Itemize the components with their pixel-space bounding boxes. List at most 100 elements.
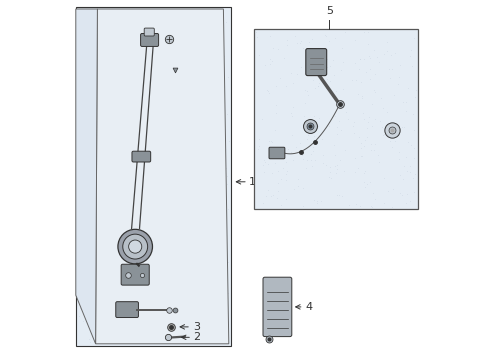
- Point: [188, 255, 196, 261]
- Point: [122, 216, 129, 222]
- Point: [176, 171, 184, 177]
- Point: [84, 323, 92, 328]
- Point: [315, 57, 322, 63]
- Point: [364, 125, 371, 131]
- Point: [83, 310, 91, 315]
- Point: [398, 125, 406, 130]
- Point: [94, 231, 101, 237]
- Point: [199, 73, 207, 78]
- Point: [169, 77, 177, 83]
- Point: [91, 329, 98, 335]
- Point: [145, 323, 153, 328]
- Point: [152, 49, 160, 55]
- Point: [262, 63, 270, 68]
- Point: [300, 113, 308, 119]
- Point: [185, 19, 193, 24]
- Point: [143, 41, 151, 47]
- Point: [398, 192, 406, 198]
- Point: [131, 84, 139, 90]
- Point: [195, 229, 202, 234]
- Point: [171, 252, 178, 258]
- Point: [91, 204, 99, 210]
- Point: [155, 273, 163, 279]
- Point: [106, 149, 114, 155]
- Point: [76, 234, 84, 239]
- Point: [170, 152, 178, 158]
- Point: [274, 46, 282, 52]
- Point: [219, 322, 227, 328]
- Point: [224, 290, 232, 296]
- Point: [84, 147, 92, 153]
- Point: [143, 245, 151, 251]
- Point: [86, 138, 94, 144]
- Point: [217, 319, 224, 324]
- Point: [355, 66, 363, 72]
- Point: [317, 198, 325, 204]
- Point: [78, 170, 86, 176]
- Point: [199, 104, 207, 110]
- Point: [184, 157, 192, 163]
- Point: [115, 318, 122, 323]
- Point: [356, 135, 364, 140]
- Point: [121, 172, 129, 178]
- Point: [395, 62, 403, 67]
- Point: [387, 52, 394, 58]
- Bar: [76, 7, 231, 346]
- Point: [124, 323, 132, 329]
- Point: [190, 9, 198, 15]
- Point: [78, 305, 86, 311]
- Point: [108, 148, 116, 154]
- Point: [197, 92, 205, 98]
- Point: [320, 48, 328, 54]
- Point: [139, 253, 147, 258]
- Point: [386, 138, 394, 144]
- Point: [169, 263, 177, 269]
- Point: [131, 282, 139, 287]
- Point: [127, 285, 135, 291]
- Point: [325, 38, 333, 44]
- Point: [84, 79, 92, 85]
- Point: [109, 71, 117, 76]
- Point: [190, 244, 198, 250]
- Point: [368, 204, 376, 210]
- Point: [302, 166, 310, 171]
- Point: [201, 80, 209, 86]
- Point: [150, 340, 158, 346]
- Point: [98, 183, 106, 189]
- Point: [162, 12, 170, 18]
- Point: [282, 177, 290, 183]
- Point: [199, 122, 207, 128]
- Point: [98, 78, 106, 84]
- Point: [191, 180, 198, 186]
- Point: [175, 197, 183, 203]
- Point: [114, 139, 122, 145]
- Point: [196, 7, 204, 13]
- Point: [88, 72, 96, 78]
- Point: [139, 144, 147, 149]
- Point: [326, 78, 334, 84]
- Point: [314, 54, 321, 60]
- Point: [206, 327, 214, 333]
- Point: [293, 71, 301, 77]
- Point: [145, 248, 152, 253]
- Point: [152, 134, 160, 139]
- Point: [137, 272, 145, 278]
- Point: [140, 185, 148, 191]
- Point: [190, 244, 197, 249]
- Point: [335, 118, 343, 124]
- Point: [81, 185, 89, 191]
- Point: [206, 242, 214, 248]
- Point: [107, 270, 115, 275]
- Point: [112, 55, 120, 61]
- Point: [379, 124, 387, 130]
- Point: [201, 247, 209, 253]
- Point: [101, 39, 109, 44]
- Point: [174, 33, 182, 39]
- Point: [204, 184, 212, 190]
- Point: [183, 312, 191, 318]
- Point: [153, 120, 161, 126]
- Point: [304, 132, 312, 138]
- Point: [118, 23, 126, 29]
- Point: [408, 63, 416, 69]
- Point: [151, 298, 159, 303]
